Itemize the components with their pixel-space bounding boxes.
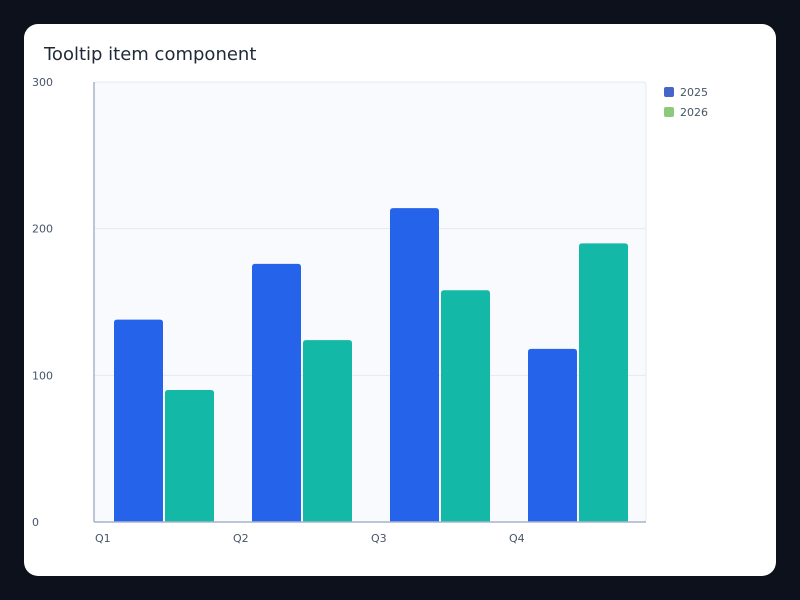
x-tick-label-Q4: Q4 <box>509 532 525 545</box>
bar-2025-Q4 <box>528 348 577 522</box>
legend: 2025 2026 <box>664 82 708 122</box>
x-tick-label-Q2: Q2 <box>233 532 249 545</box>
chart-title: Tooltip item component <box>44 44 257 65</box>
y-tick-label-0: 0 <box>32 516 39 529</box>
y-tick-label-200: 200 <box>32 223 53 236</box>
bar-2025-Q1 <box>114 319 163 522</box>
legend-item-2026[interactable]: 2026 <box>664 102 708 122</box>
bar-2026-Q1 <box>165 390 214 522</box>
legend-swatch-2026 <box>664 107 674 117</box>
legend-swatch-2025 <box>664 87 674 97</box>
legend-item-2025[interactable]: 2025 <box>664 82 708 102</box>
x-tick-label-Q3: Q3 <box>371 532 387 545</box>
legend-label-2025: 2025 <box>680 85 708 99</box>
chart-card: Tooltip item component 0 100 200 300 Q1 Q2 Q3 Q… <box>24 24 776 576</box>
y-tick-label-300: 300 <box>32 76 53 89</box>
bar-2026-Q2 <box>303 340 352 522</box>
x-tick-label-Q1: Q1 <box>95 532 111 545</box>
bars <box>114 208 628 523</box>
legend-label-2026: 2026 <box>680 105 708 119</box>
bar-chart: 0 100 200 300 Q1 Q2 Q3 Q4 <box>32 76 647 545</box>
y-tick-label-100: 100 <box>32 369 53 382</box>
tick-labels: 0 100 200 300 Q1 Q2 Q3 Q4 <box>32 76 525 545</box>
bar-2025-Q2 <box>252 263 301 522</box>
bar-2026-Q4 <box>579 243 628 523</box>
bar-2025-Q3 <box>390 208 439 522</box>
bar-2026-Q3 <box>441 290 490 522</box>
axes <box>93 82 646 523</box>
